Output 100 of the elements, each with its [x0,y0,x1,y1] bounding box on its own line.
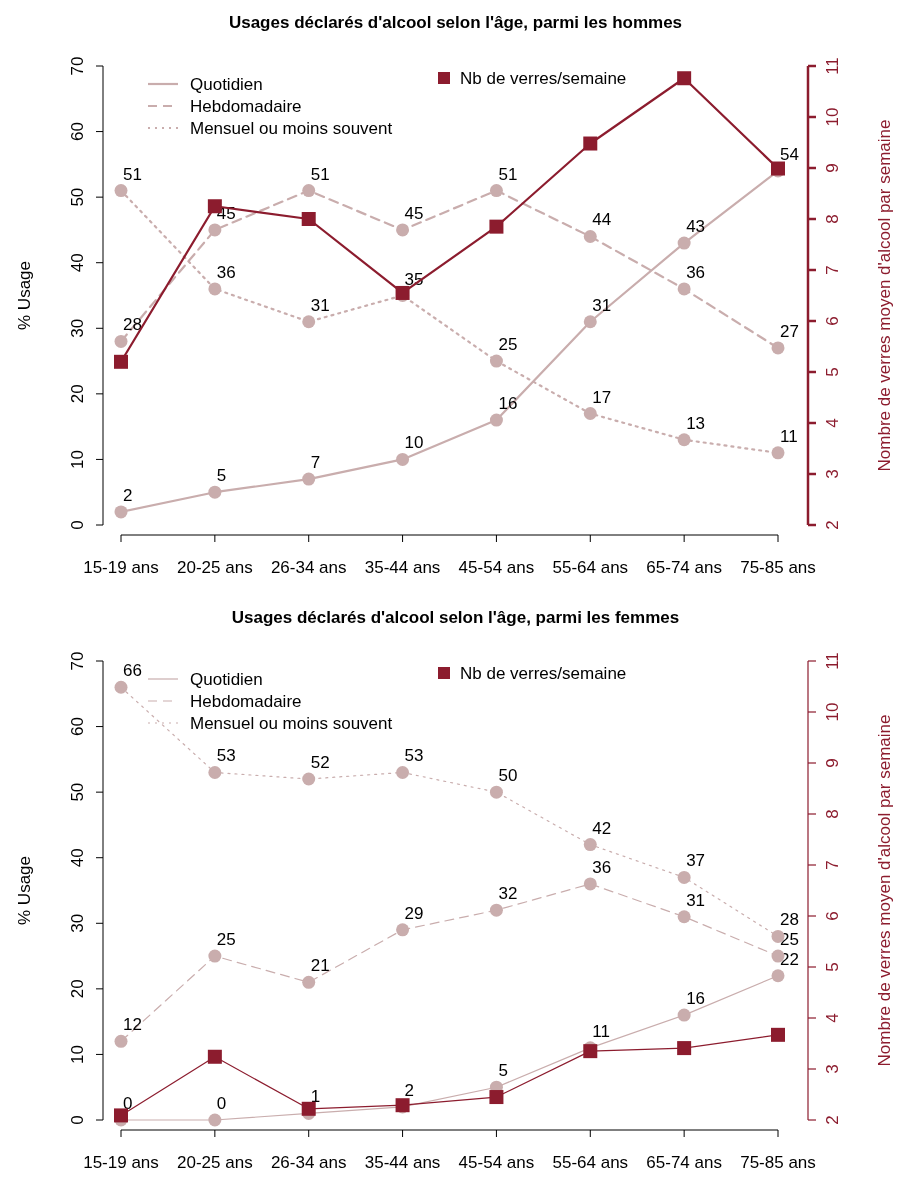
y2-tick-label: 5 [823,367,842,377]
data-label: 52 [310,753,330,773]
y-tick-label: 40 [68,253,87,273]
x-tick-label: 35-44 ans [364,1153,441,1172]
point [583,407,597,421]
data-label: 42 [592,818,612,838]
x-tick-label: 55-64 ans [552,558,629,577]
data-label: 53 [404,746,424,766]
point [489,219,504,234]
data-label: 7 [310,453,321,473]
y2-tick-label: 4 [823,1013,842,1023]
data-label: 29 [404,903,424,923]
legend-label: Quotidien [190,75,263,94]
x-tick-label: 20-25 ans [177,1153,253,1172]
y-tick-label: 30 [68,318,87,338]
y2-tick-label: 6 [823,911,842,921]
x-tick-label: 75-85 ans [740,558,816,577]
point [771,1027,785,1042]
x-tick-label: 45-54 ans [458,1153,535,1172]
data-label: 28 [123,315,142,335]
point [677,870,691,884]
data-label: 51 [310,164,330,184]
data-label: 5 [498,1061,508,1081]
y2-tick-label: 6 [823,316,842,326]
legend-label: Mensuel ou moins souvent [190,119,393,138]
point [677,236,691,250]
point [677,1008,691,1022]
point [208,765,222,779]
point [114,354,128,369]
point [771,341,785,355]
point [208,282,222,296]
data-label: 21 [310,956,330,976]
y2-tick-label: 8 [823,214,842,224]
point [489,903,503,917]
data-label: 0 [123,1094,133,1113]
point [489,413,503,427]
data-label: 13 [686,413,706,433]
x-tick-label: 26-34 ans [270,558,347,577]
point [208,485,222,499]
point [302,472,316,486]
y2-tick-label: 8 [823,809,842,819]
point [677,282,691,296]
y-tick-label: 0 [68,520,87,530]
chart-title: Usages déclarés d'alcool selon l'âge, parmi les hommes [228,13,683,32]
y2-tick-label: 9 [823,163,842,173]
y2-tick-label: 11 [823,652,842,670]
y2-tick-label: 4 [823,418,842,428]
data-label: 45 [404,203,424,223]
legend-label: Hebdomadaire [190,692,302,711]
data-label: 43 [686,217,706,237]
data-label: 36 [592,857,612,877]
y-tick-label: 40 [68,848,87,868]
y-tick-label: 60 [68,122,87,142]
legend-label: Nb de verres/semaine [460,69,627,88]
data-label: 31 [310,295,330,315]
y-tick-label: 70 [68,651,87,671]
y-tick-label: 20 [68,384,87,404]
data-label: 36 [216,262,236,282]
data-label: 2 [404,1080,415,1100]
point [114,334,128,348]
point [677,1041,692,1056]
point [302,315,316,329]
x-tick-label: 15-19 ans [83,558,159,577]
x-tick-label: 45-54 ans [458,558,535,577]
point [114,1108,128,1123]
point [771,969,785,983]
legend-label: Mensuel ou moins souvent [190,714,393,733]
x-tick-label: 55-64 ans [552,1153,629,1172]
data-label: 17 [592,387,612,407]
point [583,1044,598,1059]
x-tick-label: 26-34 ans [270,1153,347,1172]
point [301,212,316,226]
data-label: 36 [686,262,706,282]
data-label: 5 [216,466,227,486]
data-label: 25 [216,930,236,950]
y2-tick-label: 3 [823,469,842,479]
data-label: 11 [592,1021,610,1041]
y-tick-label: 10 [68,449,87,469]
data-label: 16 [686,989,706,1009]
data-label: 31 [592,295,612,315]
point [583,877,597,891]
point [114,680,128,694]
point [302,772,316,786]
point [583,229,597,243]
y2-tick-label: 7 [823,860,842,870]
point [302,184,316,198]
data-label: 66 [123,661,142,681]
data-label: 16 [498,394,518,414]
point [396,923,410,937]
y-tick-label: 50 [68,782,87,802]
data-label: 1 [310,1087,321,1107]
data-label: 35 [404,269,424,289]
y-axis-title: % Usage [15,856,34,925]
point [208,1113,222,1127]
x-tick-label: 15-19 ans [83,1153,159,1172]
y2-axis-title: Nombre de verres moyen d'alcool par semaine [875,119,894,472]
x-tick-label: 65-74 ans [646,558,722,577]
data-label: 51 [498,164,518,184]
y2-tick-label: 9 [823,758,842,768]
y-tick-label: 20 [68,979,87,999]
